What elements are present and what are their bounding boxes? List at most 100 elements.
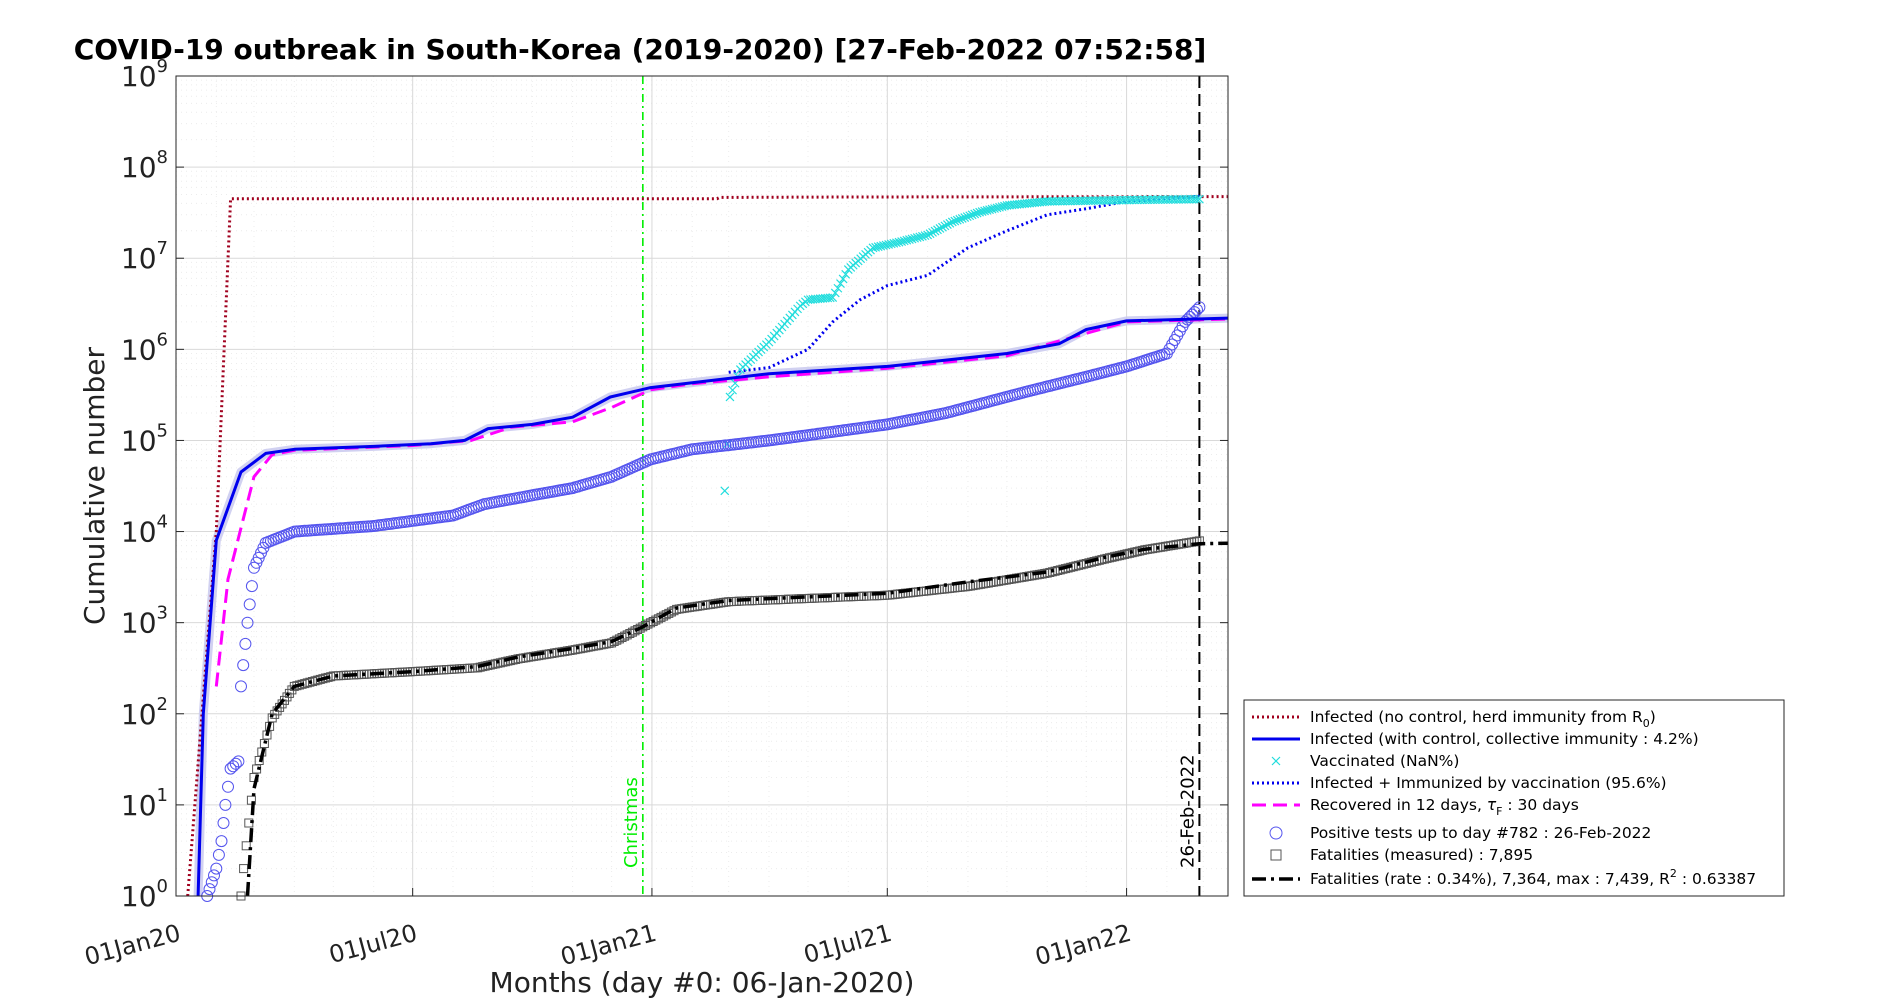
y-tick-base: 10	[121, 242, 157, 275]
series-vaccinated-point	[841, 269, 851, 279]
series-vaccinated-point	[836, 279, 845, 289]
series-vaccinated-point	[910, 233, 920, 243]
series-vaccinated-point	[950, 216, 960, 226]
x-axis-label: Months (day #0: 06-Jan-2020)	[490, 966, 915, 999]
series-vaccinated-point	[907, 234, 917, 244]
legend-label-fatalities_rate: Fatalities (rate : 0.34%), 7,364, max : …	[1310, 867, 1756, 888]
y-tick-base: 10	[121, 424, 157, 457]
y-tick-base: 10	[121, 789, 157, 822]
legend-label-immunized: Infected + Immunized by vaccination (95.…	[1310, 774, 1667, 792]
series-layer	[186, 194, 1229, 902]
series-vaccinated-point	[992, 203, 1002, 213]
legend-label-no_control: Infected (no control, herd immunity from…	[1310, 708, 1656, 730]
series-positive_tests-point	[212, 848, 225, 861]
legend-text-tau: τ	[1487, 796, 1497, 814]
series-vaccinated-point	[960, 213, 970, 222]
y-tick-label: 105	[121, 420, 168, 457]
series-vaccinated-point	[881, 240, 891, 250]
series-vaccinated-point	[876, 241, 886, 251]
series-vaccinated-point	[904, 235, 914, 244]
legend-label-recovered: Recovered in 12 days, τF : 30 days	[1310, 796, 1579, 818]
series-fatalities_rate-line	[245, 541, 1229, 897]
series-vaccinated-point	[975, 207, 985, 217]
series-vaccinated-point	[894, 237, 904, 247]
series-vaccinated-point	[955, 214, 965, 224]
y-tick-base: 10	[121, 516, 157, 549]
legend: Infected (no control, herd immunity from…	[1243, 699, 1785, 897]
y-tick-base: 10	[121, 151, 157, 184]
legend-text-main: Infected + Immunized by vaccination (95.…	[1310, 774, 1667, 792]
series-vaccinated-point	[725, 392, 735, 402]
y-tick-base: 10	[121, 607, 157, 640]
y-tick-label: 108	[121, 147, 168, 184]
y-tick-base: 10	[121, 60, 157, 93]
series-with_control-line	[196, 316, 1229, 897]
y-tick-exponent: 6	[157, 329, 168, 350]
series-vaccinated-point	[897, 237, 907, 246]
y-tick-exponent: 9	[157, 56, 168, 77]
y-tick-label: 106	[121, 329, 168, 366]
legend-text-subscript: F	[1496, 805, 1502, 818]
legend-text-main: Fatalities (rate : 0.34%), 7,364, max : …	[1310, 870, 1670, 888]
y-tick-base: 10	[121, 333, 157, 366]
series-vaccinated-point	[868, 243, 878, 253]
series-vaccinated-point	[871, 242, 881, 252]
series-positive_tests-point	[1191, 303, 1203, 316]
series-vaccinated-point	[902, 235, 912, 245]
legend-text-main: Infected (with control, collective immun…	[1310, 730, 1699, 748]
vertical-lines: Christmas 26-Feb-2022	[621, 76, 1201, 896]
series-vaccinated-point	[957, 213, 967, 223]
series-vaccinated-point	[878, 241, 888, 251]
legend-label-with_control: Infected (with control, collective immun…	[1310, 730, 1699, 748]
y-tick-label: 104	[121, 512, 168, 549]
series-positive_tests-point	[1179, 315, 1192, 328]
series-vaccinated-point	[982, 205, 992, 215]
series-vaccinated-point	[833, 283, 843, 293]
legend-text-tail: : 0.63387	[1677, 870, 1756, 888]
series-vaccinated-point	[912, 233, 922, 243]
y-tick-label: 101	[121, 785, 168, 822]
legend-label-positive_tests: Positive tests up to day #782 : 26-Feb-2…	[1310, 824, 1651, 842]
series-positive_tests-point	[241, 616, 254, 629]
series-positive_tests-point	[210, 862, 223, 875]
series-positive_tests-point	[205, 876, 218, 889]
legend-text-tail: )	[1650, 708, 1656, 726]
series-vaccinated-point	[947, 217, 957, 227]
series-vaccinated-point	[980, 206, 990, 216]
y-tick-exponent: 2	[157, 694, 168, 715]
series-vaccinated-point	[720, 486, 730, 496]
series-vaccinated-point	[962, 212, 972, 222]
series-vaccinated-point	[899, 236, 909, 246]
series-positive_tests-point	[243, 598, 256, 611]
legend-text-main: Recovered in 12 days,	[1310, 796, 1487, 814]
series-positive_tests-point	[235, 680, 247, 693]
y-tick-label: 103	[121, 603, 168, 640]
series-positive_tests-point	[203, 883, 216, 896]
series-vaccinated-point	[940, 221, 950, 231]
y-tick-exponent: 5	[157, 420, 168, 441]
series-positive_tests-point	[222, 780, 234, 793]
legend-box	[1243, 699, 1785, 897]
series-vaccinated-point	[830, 288, 840, 298]
series-vaccinated-point	[977, 207, 987, 217]
series-fatalities_measured-point	[241, 841, 251, 851]
series-positive_tests-point	[215, 835, 228, 848]
series-vaccinated-point	[838, 274, 848, 284]
y-tick-exponent: 8	[157, 147, 168, 168]
vertical-line-label: 26-Feb-2022	[1177, 754, 1198, 868]
legend-swatch-vaccinated	[1271, 756, 1281, 766]
series-vaccinated-point	[972, 208, 982, 218]
series-vaccinated-point	[987, 204, 997, 214]
y-axis-label: Cumulative number	[78, 347, 111, 625]
y-tick-exponent: 0	[157, 876, 168, 897]
series-vaccinated-point	[933, 225, 942, 235]
y-tick-exponent: 7	[157, 238, 168, 259]
series-vaccinated-point	[891, 238, 901, 248]
series-vaccinated-point	[873, 242, 883, 252]
series-vaccinated-point	[945, 218, 955, 228]
series-positive_tests-point	[1183, 311, 1196, 323]
legend-text-main: Infected (no control, herd immunity from…	[1310, 708, 1643, 726]
series-positive_tests-point	[232, 755, 245, 768]
